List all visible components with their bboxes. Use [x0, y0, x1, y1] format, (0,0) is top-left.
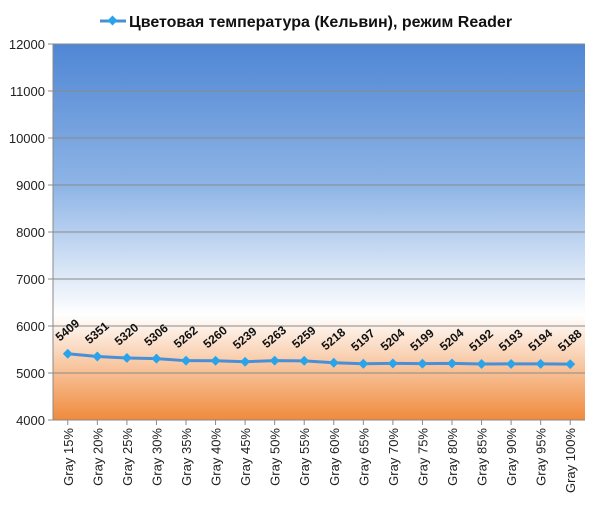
- x-tick-label: Gray 30%: [149, 428, 164, 486]
- data-point: [476, 359, 487, 369]
- x-tick-label: Gray 25%: [120, 428, 135, 486]
- data-point: [535, 358, 546, 369]
- data-point: [447, 358, 457, 369]
- data-point: [328, 357, 339, 368]
- data-point: [387, 358, 398, 369]
- legend: Цветовая температура (Кельвин), режим Re…: [100, 14, 512, 31]
- y-tick-label: 5000: [16, 366, 45, 381]
- data-point: [506, 358, 517, 369]
- x-tick-label: Gray 20%: [90, 428, 105, 486]
- x-tick-label: Gray 60%: [327, 428, 342, 486]
- legend-diamond-icon: [107, 15, 118, 26]
- y-tick-label: 9000: [16, 178, 45, 193]
- data-point: [269, 355, 280, 366]
- x-tick-label: Gray 55%: [297, 428, 312, 486]
- x-tick-label: Gray 45%: [238, 428, 253, 486]
- x-tick-label: Gray 100%: [563, 428, 578, 493]
- y-tick-label: 10000: [9, 131, 45, 146]
- legend-label: Цветовая температура (Кельвин), режим Re…: [129, 14, 512, 31]
- data-point: [210, 355, 221, 366]
- y-tick-label: 11000: [10, 84, 45, 99]
- data-point: [181, 355, 191, 366]
- x-tick-label: Gray 40%: [209, 428, 224, 486]
- y-tick-label: 8000: [16, 225, 45, 240]
- y-tick-label: 4000: [16, 413, 45, 428]
- y-tick-label: 12000: [9, 37, 45, 52]
- data-point: [417, 358, 428, 369]
- y-tick-label: 6000: [16, 319, 45, 334]
- x-tick-label: Gray 50%: [268, 428, 283, 486]
- x-tick-label: Gray 15%: [61, 428, 76, 486]
- x-tick-label: Gray 80%: [445, 428, 460, 486]
- data-point: [299, 355, 310, 366]
- x-tick-label: Gray 90%: [504, 428, 519, 486]
- y-tick-label: 7000: [16, 272, 45, 287]
- x-tick-label: Gray 70%: [386, 428, 401, 486]
- data-point: [565, 359, 576, 370]
- x-tick-label: Gray 35%: [179, 428, 194, 486]
- data-point: [240, 356, 251, 367]
- data-point: [151, 353, 162, 364]
- data-point: [358, 358, 369, 369]
- x-tick-label: Gray 85%: [475, 428, 490, 486]
- x-tick-label: Gray 65%: [356, 428, 371, 486]
- x-tick-label: Gray 75%: [415, 428, 430, 486]
- x-tick-label: Gray 95%: [534, 428, 549, 486]
